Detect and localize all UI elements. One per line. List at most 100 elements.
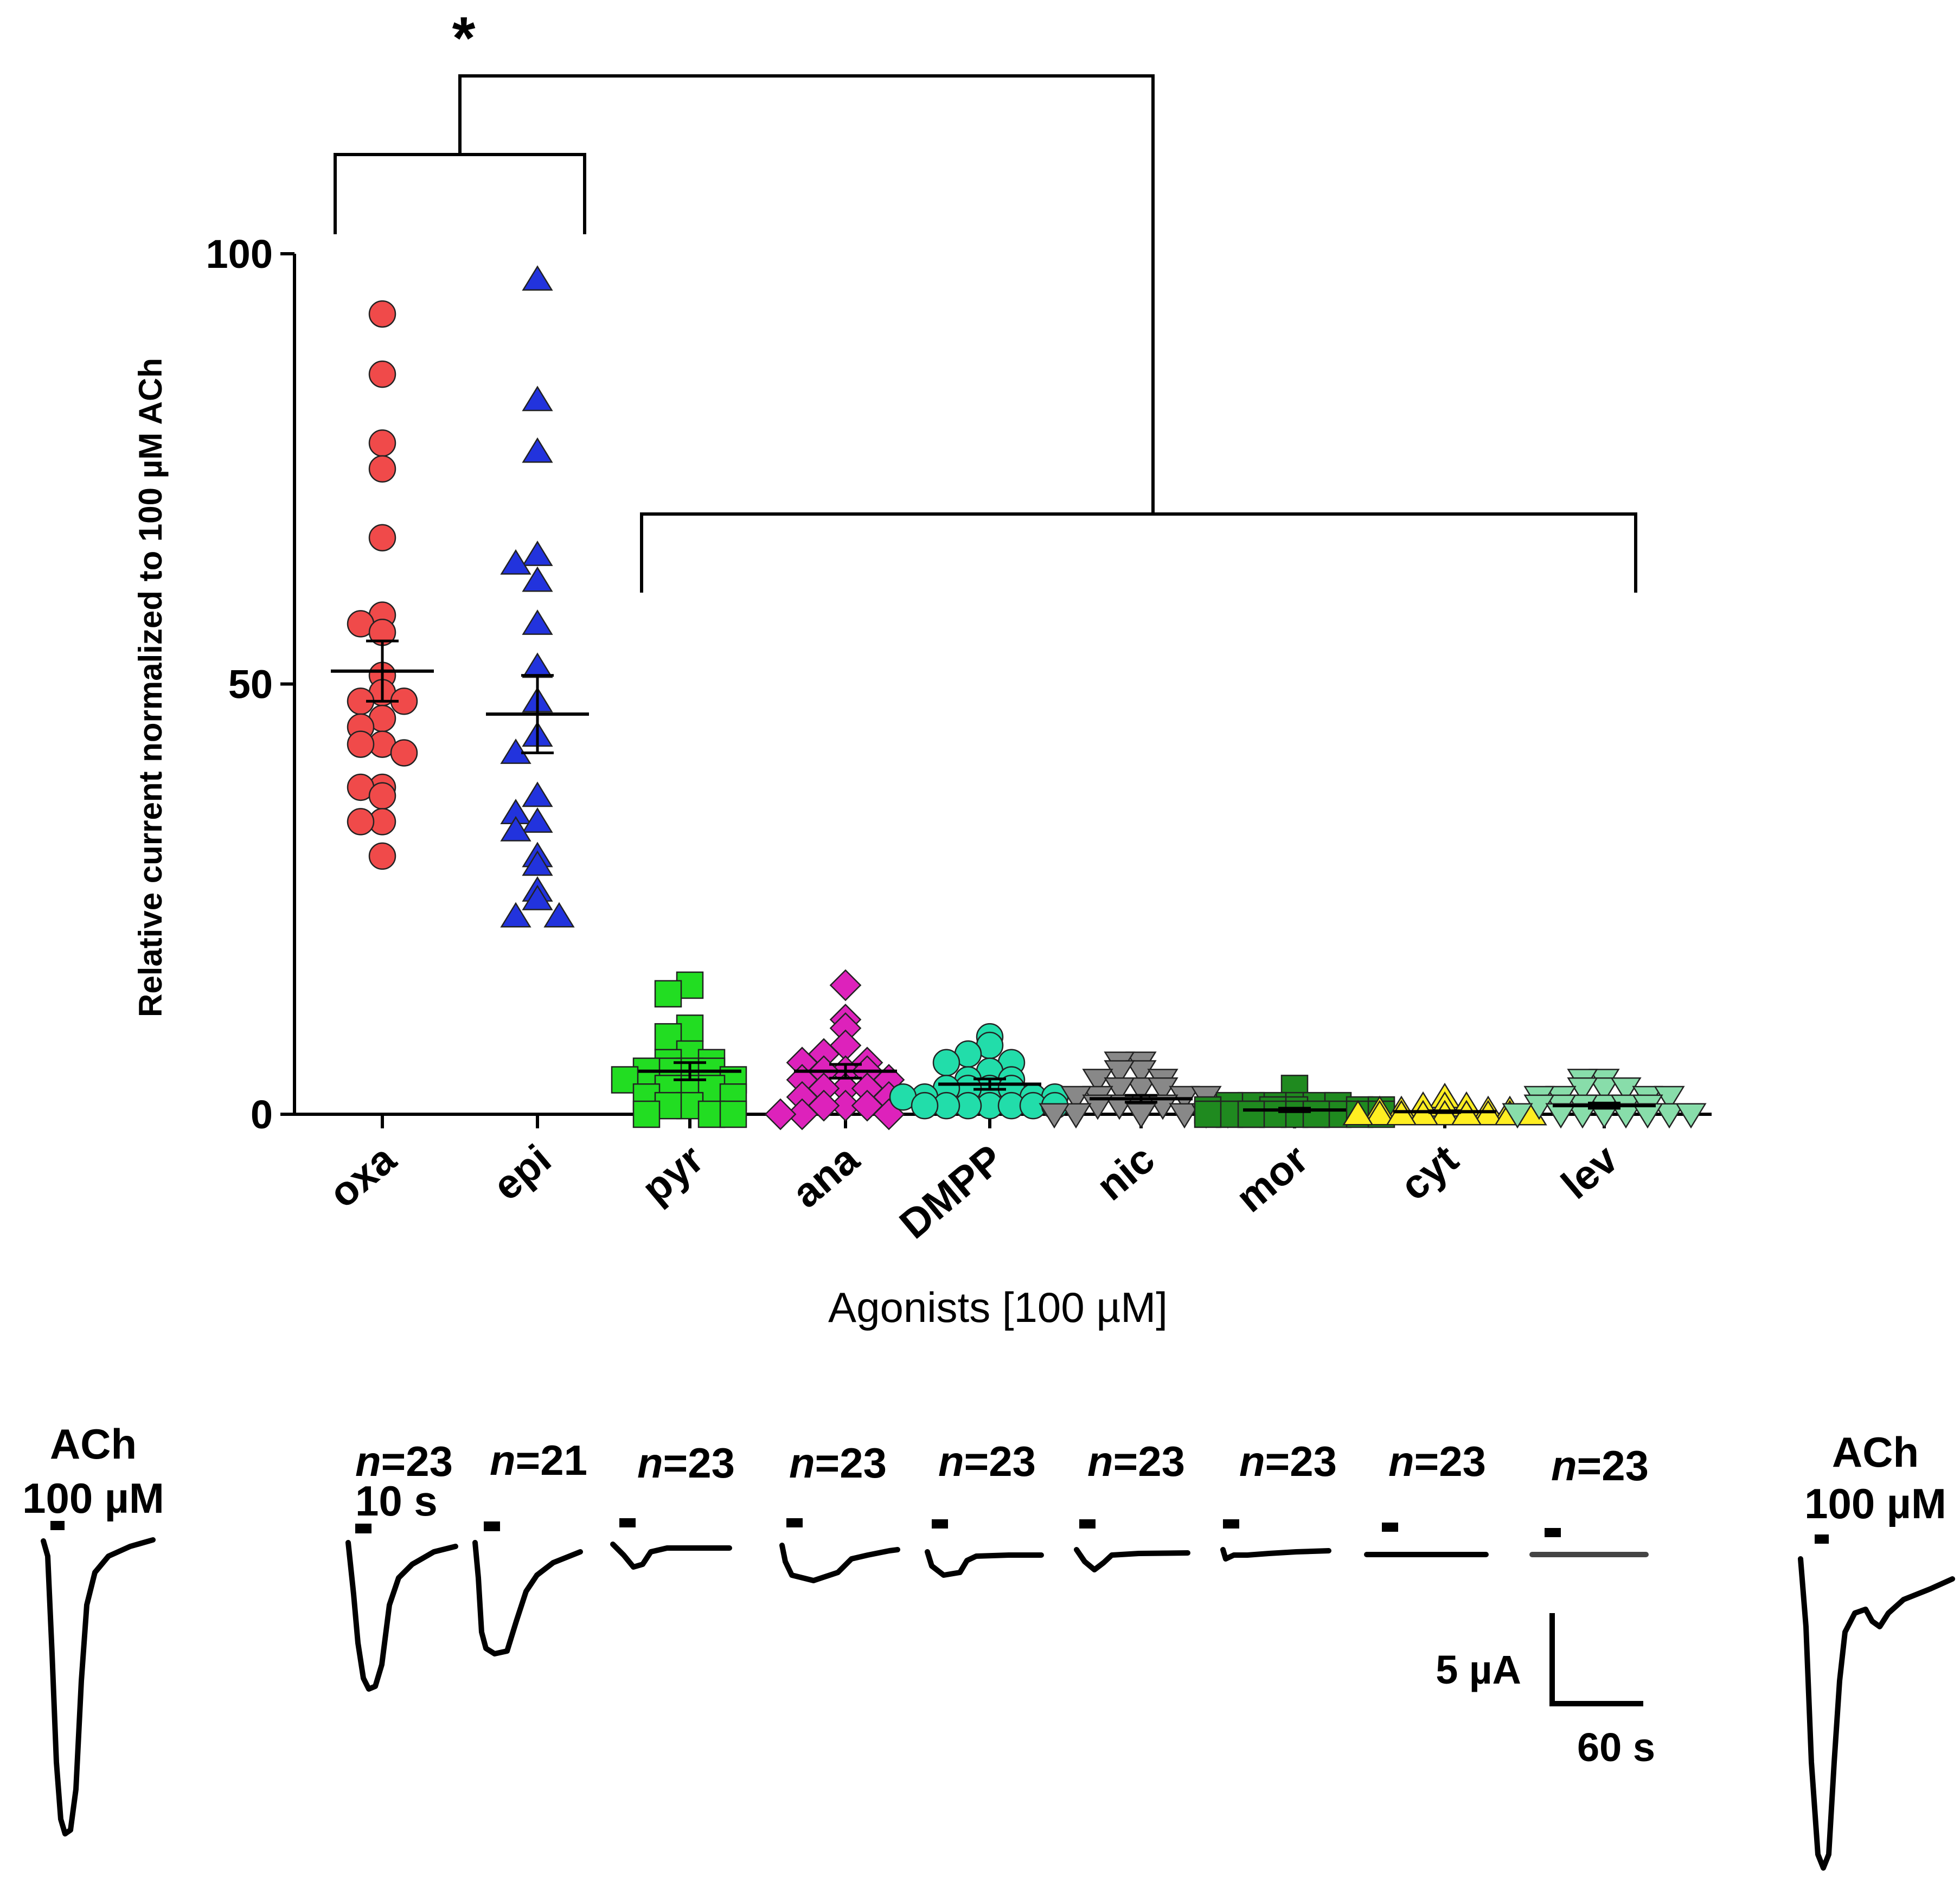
trace-ach-right xyxy=(1798,1556,1955,1871)
data-point xyxy=(522,850,553,876)
n-label: n=23 xyxy=(1551,1442,1649,1489)
data-point xyxy=(368,300,396,328)
category-label: cyt xyxy=(1392,1136,1467,1210)
n-value: =21 xyxy=(516,1436,587,1484)
n-symbol: n xyxy=(1239,1437,1265,1485)
trace-dmpp xyxy=(925,1549,1044,1578)
data-point xyxy=(1082,1094,1113,1120)
significance-star: * xyxy=(452,5,476,72)
data-point xyxy=(1523,1094,1555,1120)
data-point xyxy=(1169,1103,1200,1129)
data-point xyxy=(1104,1060,1135,1086)
scale-bar-lines xyxy=(1549,1613,1643,1706)
n-label: n=23 xyxy=(1388,1437,1486,1485)
data-point xyxy=(829,969,862,1001)
category-label: oxa xyxy=(321,1135,405,1217)
n-labels: n=23 n=21 n=23 n=23 n=23 n=23 n=23 n=23 n=23 xyxy=(355,1436,1649,1489)
data-point xyxy=(1632,1103,1663,1129)
y-tick-label: 50 xyxy=(228,662,273,707)
data-point xyxy=(368,524,396,551)
data-point xyxy=(1654,1086,1685,1112)
data-point xyxy=(786,1098,818,1131)
data-point xyxy=(1125,1060,1157,1086)
data-point xyxy=(368,429,396,457)
data-point xyxy=(1654,1103,1685,1129)
scale-bar: 5 µA 60 s xyxy=(1436,1613,1655,1770)
data-point xyxy=(1302,1100,1330,1128)
significance-brackets xyxy=(334,74,1637,593)
data-point xyxy=(1237,1100,1265,1128)
data-point xyxy=(368,360,396,388)
data-point xyxy=(500,549,531,575)
data-point xyxy=(522,781,553,807)
data-point xyxy=(522,609,553,635)
application-duration-label: 10 s xyxy=(355,1477,438,1525)
ach-left-label: ACh xyxy=(50,1420,137,1468)
data-point xyxy=(1342,1100,1374,1126)
data-point xyxy=(522,566,553,592)
data-point xyxy=(1589,1077,1620,1103)
data-point xyxy=(522,541,553,566)
n-value: =23 xyxy=(1265,1437,1337,1485)
n-value: =23 xyxy=(1414,1437,1486,1485)
n-value: =23 xyxy=(381,1437,453,1485)
data-point xyxy=(1610,1103,1642,1129)
bracket-connector xyxy=(458,74,1155,514)
data-point xyxy=(1125,1103,1157,1129)
n-label: n=23 xyxy=(355,1437,453,1485)
n-symbol: n xyxy=(355,1437,381,1485)
scale-current-label: 5 µA xyxy=(1436,1647,1521,1692)
data-point xyxy=(522,437,553,463)
data-point xyxy=(347,808,375,836)
x-axis-title: Agonists [100 µM] xyxy=(828,1283,1168,1331)
y-tick-label: 0 xyxy=(251,1092,273,1137)
ach-right-label: ACh xyxy=(1832,1428,1919,1476)
application-bar xyxy=(355,1524,371,1533)
n-label: n=23 xyxy=(1239,1437,1337,1485)
bracket-oxa-epi xyxy=(334,153,586,234)
data-point xyxy=(1610,1077,1642,1103)
data-point xyxy=(522,884,553,910)
data-point xyxy=(347,730,375,758)
application-bar xyxy=(50,1521,65,1530)
trace-oxa xyxy=(345,1540,458,1692)
trace-ana xyxy=(779,1543,900,1583)
n-value: =23 xyxy=(815,1439,887,1487)
data-point xyxy=(654,1023,682,1051)
trace-nic xyxy=(1074,1547,1190,1572)
application-bar xyxy=(619,1518,636,1527)
current-traces xyxy=(41,1537,1955,1871)
data-point xyxy=(1039,1103,1070,1129)
n-label: n=21 xyxy=(490,1436,587,1484)
n-value: =23 xyxy=(1577,1442,1649,1489)
chart-axes xyxy=(293,254,1712,1116)
category-label: nic xyxy=(1088,1136,1163,1210)
n-symbol: n xyxy=(938,1437,964,1485)
data-point xyxy=(522,807,553,833)
category-label: mor xyxy=(1227,1136,1317,1221)
data-point xyxy=(1125,1077,1157,1103)
n-label: n=23 xyxy=(938,1437,1036,1485)
data-point xyxy=(368,782,396,810)
data-point xyxy=(1104,1077,1135,1103)
data-point xyxy=(632,1100,661,1128)
data-point xyxy=(1194,1100,1222,1128)
data-point xyxy=(1147,1077,1178,1103)
mean-sem-bars xyxy=(331,639,1656,1114)
category-label: DMPP xyxy=(891,1136,1012,1248)
trace-pyr xyxy=(610,1542,732,1570)
data-point xyxy=(543,902,575,928)
trace-mor xyxy=(1220,1547,1331,1562)
data-point xyxy=(522,652,553,678)
application-bar xyxy=(484,1521,500,1531)
data-point xyxy=(764,1098,797,1131)
n-symbol: n xyxy=(789,1439,815,1487)
n-value: =23 xyxy=(1113,1437,1185,1485)
application-bars xyxy=(50,1518,1829,1544)
data-point xyxy=(368,842,396,870)
data-point xyxy=(932,1049,960,1077)
data-point xyxy=(1567,1077,1598,1103)
ach-right-concentration: 100 µM xyxy=(1804,1480,1946,1527)
data-point xyxy=(1545,1103,1577,1129)
